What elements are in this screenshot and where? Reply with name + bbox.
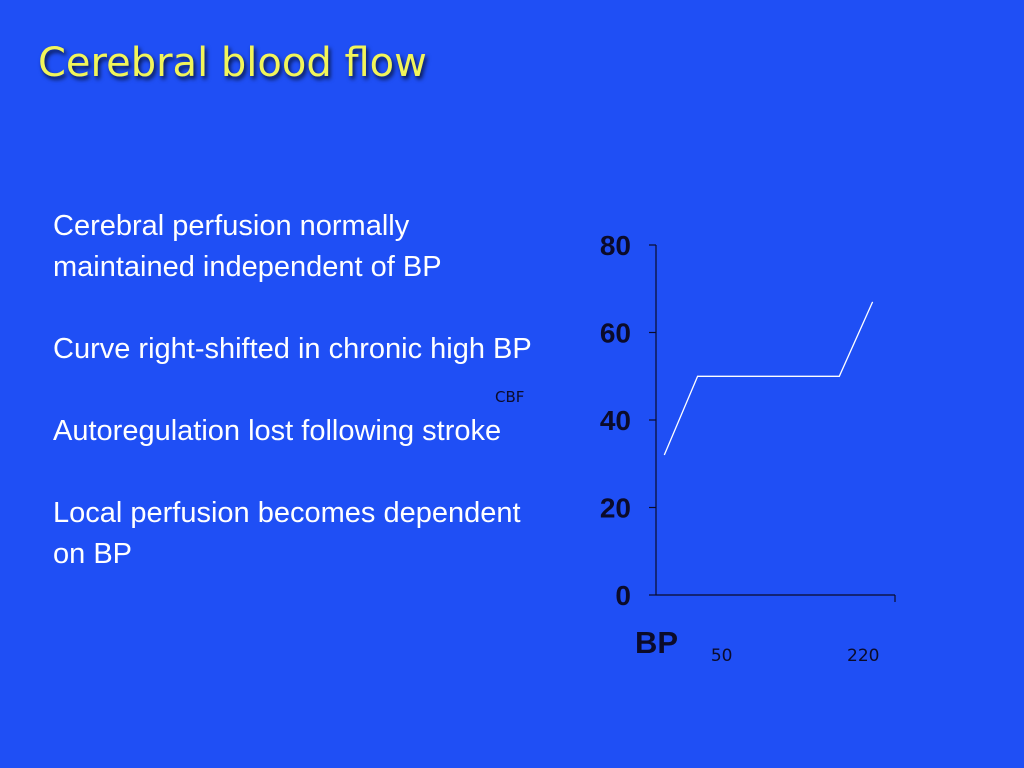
x-tick-label: 220 [847, 646, 879, 666]
bullet-item: Curve right-shifted in chronic high BP [53, 333, 532, 365]
bullet-item: Local perfusion becomes dependent on BP [53, 497, 521, 570]
y-tick-label: 80 [600, 230, 631, 261]
y-tick-label: 60 [600, 318, 631, 349]
y-tick-label: 20 [600, 493, 631, 524]
slide-title: Cerebral blood flow [38, 40, 427, 86]
x-tick-label: 50 [711, 646, 733, 666]
bullet-item: Cerebral perfusion normally maintained i… [53, 210, 442, 283]
y-tick-label: 0 [615, 580, 631, 611]
bullet-item: Autoregulation lost following stroke [53, 415, 502, 447]
y-axis-label: CBF [495, 388, 524, 406]
x-axis-label: BP [635, 625, 678, 660]
cbf-curve-line [663, 301, 874, 456]
y-tick-label: 40 [600, 405, 631, 436]
bullet-list: Cerebral perfusion normally maintained i… [53, 206, 533, 616]
